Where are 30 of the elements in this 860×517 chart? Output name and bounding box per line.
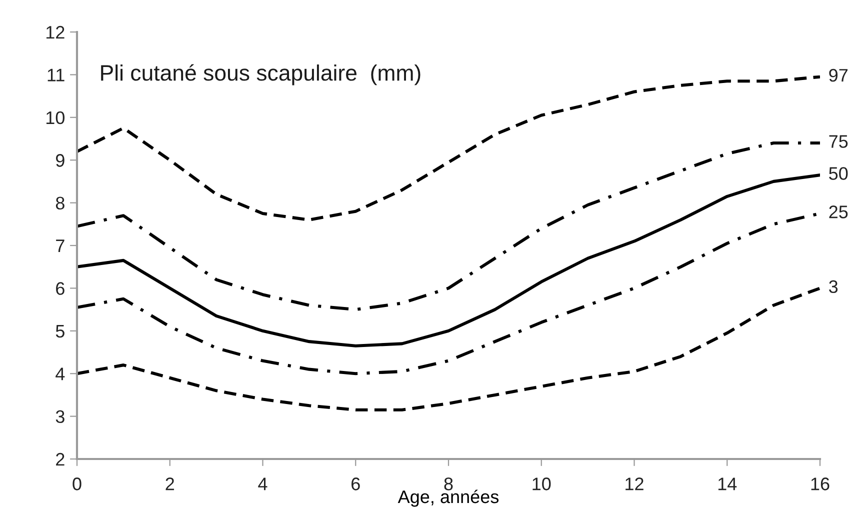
x-tick-label: 2	[166, 478, 174, 490]
y-tick-label: 3	[56, 410, 64, 424]
y-tick-label: 2	[56, 452, 64, 466]
series-label: 97	[829, 68, 848, 82]
y-tick-label: 9	[56, 154, 64, 167]
y-tick-label: 5	[56, 325, 64, 338]
x-tick-label: 16	[811, 478, 830, 490]
x-tick-label: 10	[532, 478, 551, 490]
x-axis-title: Age, années	[398, 490, 499, 507]
line-series	[77, 174, 820, 348]
y-tick-label: 11	[48, 68, 64, 82]
line-series	[77, 286, 820, 412]
x-tick-label: 8	[444, 478, 453, 490]
series-label: 50	[829, 167, 848, 180]
x-tick-label: 0	[72, 478, 82, 490]
y-tick-label: 7	[56, 240, 64, 252]
y-tick-label: 10	[46, 111, 64, 124]
series-label: 75	[829, 135, 848, 148]
x-tick-label: 4	[258, 478, 268, 490]
y-tick-label: 8	[56, 196, 64, 210]
line-series	[77, 141, 820, 312]
y-tick-label: 4	[56, 368, 65, 380]
y-tick-label: 6	[56, 282, 64, 295]
y-tick-label: 12	[46, 26, 64, 39]
text: Pli cutané sous scapulaire (mm)	[101, 64, 420, 86]
x-tick-label: 6	[352, 478, 360, 490]
x-tick-label: 14	[718, 478, 737, 490]
x-tick-label: 12	[626, 478, 644, 490]
series-label: 25	[829, 206, 848, 218]
series-label: 3	[829, 280, 838, 294]
